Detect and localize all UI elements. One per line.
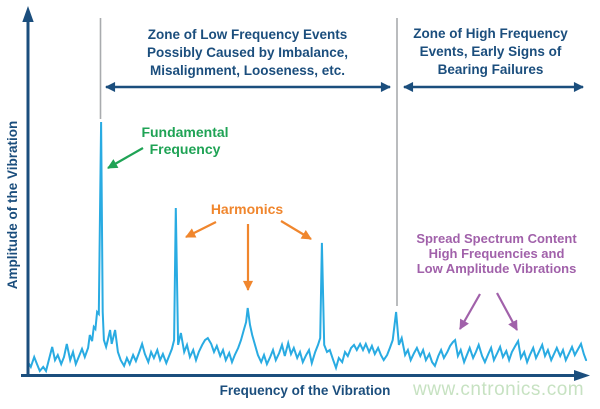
x-axis-arrowhead-icon bbox=[574, 370, 590, 381]
zone-low-label: Zone of Low Frequency Events Possibly Ca… bbox=[146, 27, 349, 78]
fundamental-annotation-arrow bbox=[107, 147, 144, 169]
harmonics-annotation-arrow-3 bbox=[280, 220, 312, 240]
spread-annotation-arrow-2 bbox=[496, 292, 518, 331]
spectrum-trace bbox=[27, 121, 588, 374]
x-axis-label: Frequency of the Vibration bbox=[219, 383, 391, 398]
y-axis-label: Amplitude of the Vibration bbox=[5, 120, 20, 290]
zone-high-label: Zone of High Frequency Events, Early Sig… bbox=[413, 26, 568, 77]
harmonics-label: Harmonics bbox=[210, 201, 284, 217]
watermark: www.cntronics.com bbox=[413, 379, 585, 400]
fundamental-frequency-label: Fundamental Frequency bbox=[141, 124, 229, 157]
y-axis-arrowhead-icon bbox=[22, 6, 34, 22]
harmonics-annotation-arrow-1 bbox=[185, 221, 217, 238]
spread-annotation-arrow-1 bbox=[459, 293, 481, 330]
spread-spectrum-label: Spread Spectrum Content High Frequencies… bbox=[416, 231, 577, 276]
